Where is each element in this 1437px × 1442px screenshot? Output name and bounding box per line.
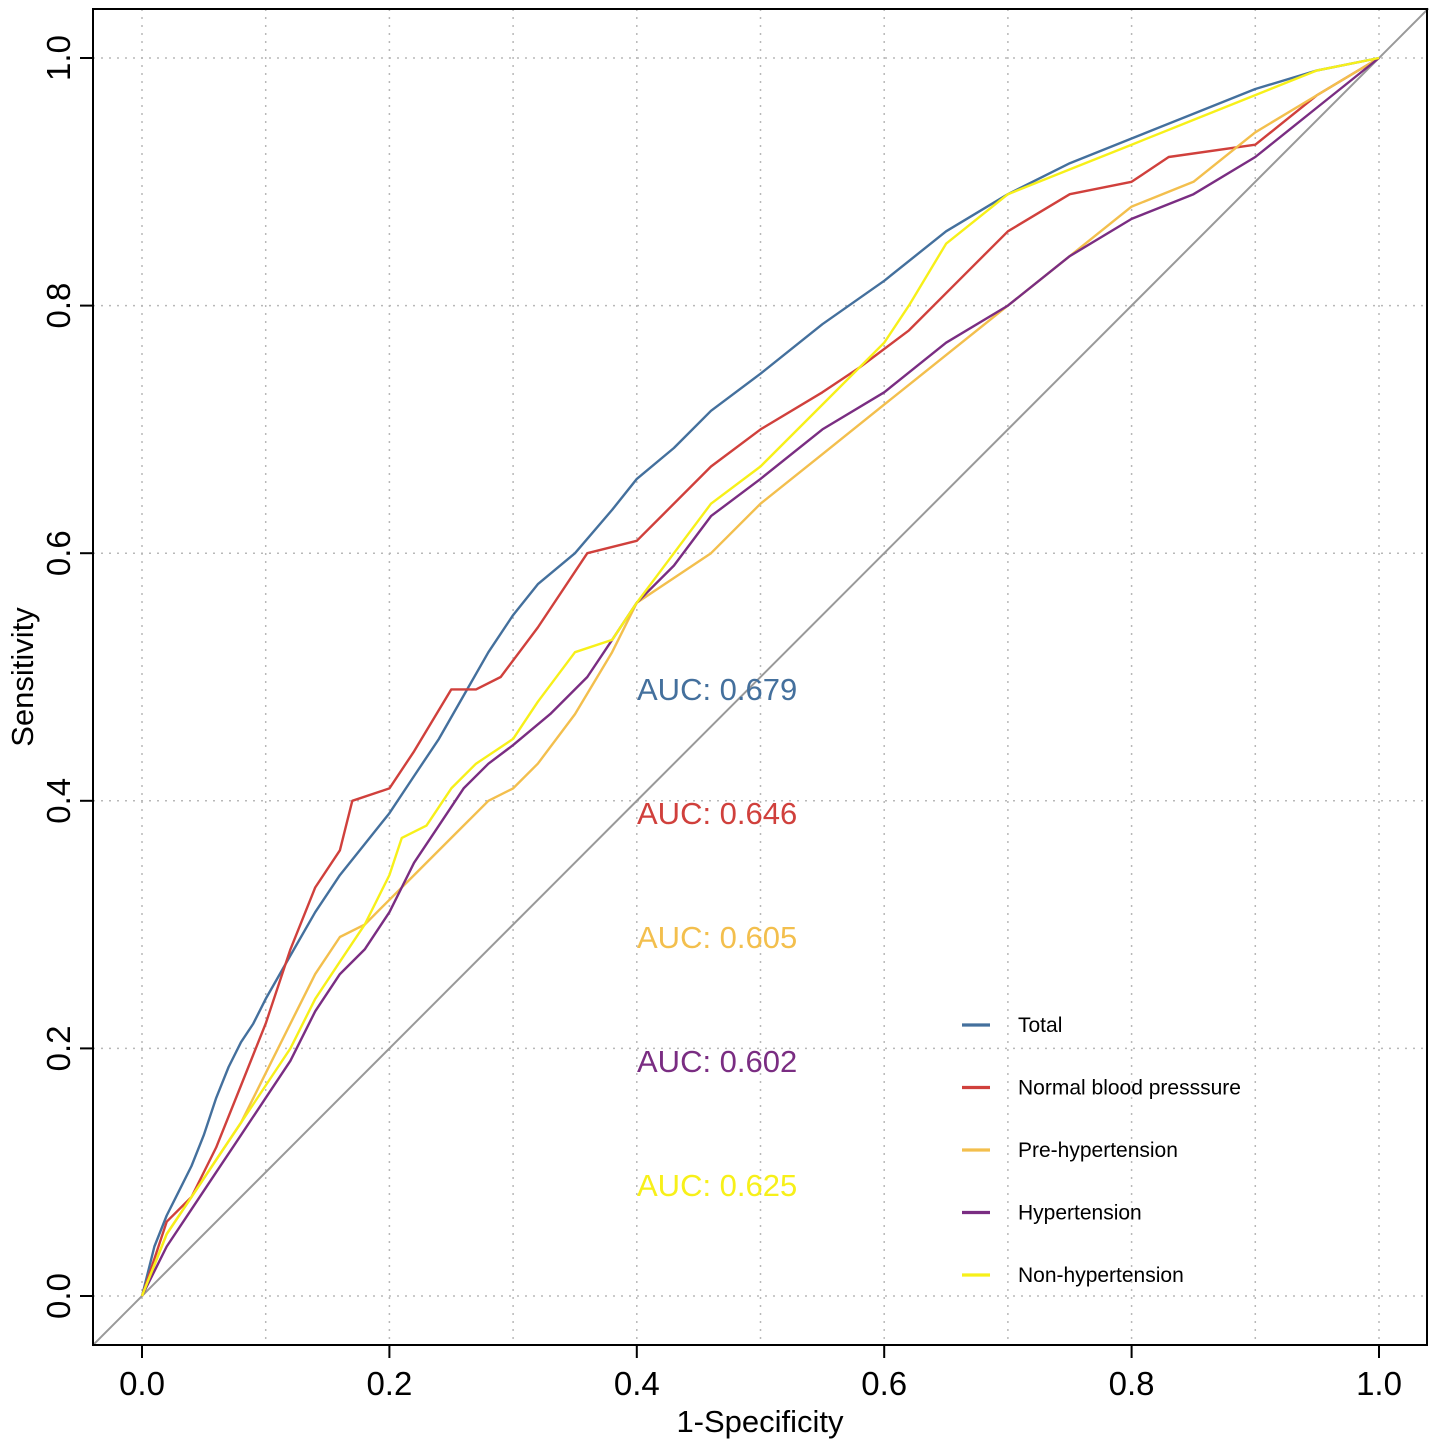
roc-curve-hypertension: [140, 57, 1380, 1297]
y-tick-label: 0.8: [40, 283, 77, 329]
auc-labels: AUC: 0.679 AUC: 0.646 AUC: 0.605 AUC: 0.602…: [637, 672, 797, 1203]
legend-label: Hypertension: [1018, 1202, 1142, 1225]
auc-label: AUC: 0.605: [637, 920, 797, 955]
legend-label: Total: [1018, 1014, 1062, 1037]
x-tick-label: 1.0: [1356, 1365, 1402, 1402]
x-tick-label: 0.8: [1109, 1365, 1155, 1402]
auc-label: AUC: 0.625: [637, 1168, 797, 1203]
y-tick-label: 0.6: [40, 530, 77, 576]
x-axis: 0.0 0.2 0.4 0.6 0.8 1.0: [119, 1344, 1402, 1402]
roc-curve-total: [140, 56, 1380, 1297]
legend-item: Total: [962, 1014, 1062, 1037]
auc-label: AUC: 0.602: [637, 1044, 797, 1079]
legend-item: Hypertension: [962, 1202, 1142, 1225]
x-tick-label: 0.0: [119, 1365, 165, 1402]
x-axis-title: 1-Specificity: [676, 1404, 844, 1439]
legend-item: Pre-hypertension: [962, 1139, 1178, 1162]
legend-item: Non-hypertension: [962, 1264, 1184, 1287]
roc-curve-normal-blood-presssure: [140, 56, 1380, 1297]
y-tick-label: 1.0: [40, 35, 77, 81]
x-tick-label: 0.4: [614, 1365, 660, 1402]
roc-curve-non-hypertension: [140, 56, 1380, 1297]
y-tick-label: 0.4: [40, 778, 77, 824]
legend-label: Pre-hypertension: [1018, 1139, 1178, 1162]
legend: Total Normal blood presssure Pre-hypertens…: [962, 1014, 1241, 1287]
legend-item: Normal blood presssure: [962, 1077, 1241, 1100]
x-tick-label: 0.6: [861, 1365, 907, 1402]
auc-label: AUC: 0.646: [637, 796, 797, 831]
grid: [93, 9, 1427, 1345]
y-axis: 0.0 0.2 0.4 0.6 0.8 1.0: [40, 35, 94, 1319]
reference-diagonal: [91, 7, 1430, 1347]
y-tick-label: 0.2: [40, 1025, 77, 1071]
y-tick-label: 0.0: [40, 1273, 77, 1319]
y-axis-title: Sensitivity: [5, 607, 40, 747]
x-tick-label: 0.2: [366, 1365, 412, 1402]
roc-curves: [140, 56, 1380, 1297]
legend-label: Non-hypertension: [1018, 1264, 1184, 1287]
auc-label: AUC: 0.679: [637, 672, 797, 707]
legend-label: Normal blood presssure: [1018, 1077, 1241, 1100]
